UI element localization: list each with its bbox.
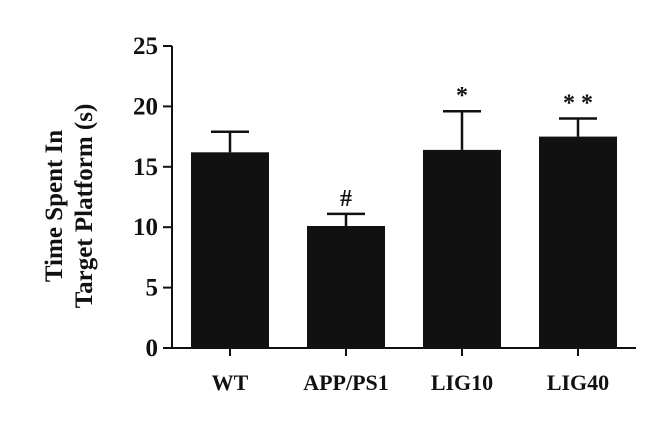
x-tick-label: LIG40 <box>547 370 609 395</box>
bar <box>539 136 617 348</box>
y-tick-label: 20 <box>133 93 158 120</box>
bar <box>307 225 385 348</box>
x-tick-label: LIG10 <box>431 370 493 395</box>
bars: # * * * <box>191 83 617 348</box>
bar <box>423 149 501 348</box>
x-tick-label: APP/PS1 <box>303 370 389 395</box>
y-axis-title: Time Spent In Target Platform (s) <box>41 104 98 309</box>
y-axis: 0 5 10 15 20 25 <box>133 33 173 362</box>
y-tick-label: 0 <box>146 335 159 362</box>
x-tick-label: WT <box>212 370 249 395</box>
y-tick-label: 10 <box>133 214 158 241</box>
y-axis-title-line-1: Time Spent In <box>41 130 68 282</box>
y-axis-title-line-2: Target Platform (s) <box>71 104 98 309</box>
y-tick-label: 25 <box>133 33 158 60</box>
significance-marker: * * <box>563 90 593 116</box>
y-tick-label: 15 <box>133 154 158 181</box>
bar <box>191 152 269 348</box>
x-axis: WT APP/PS1 LIG10 LIG40 <box>172 347 636 395</box>
significance-marker: * <box>456 83 468 109</box>
y-tick-label: 5 <box>146 275 159 302</box>
significance-marker: # <box>340 186 352 212</box>
